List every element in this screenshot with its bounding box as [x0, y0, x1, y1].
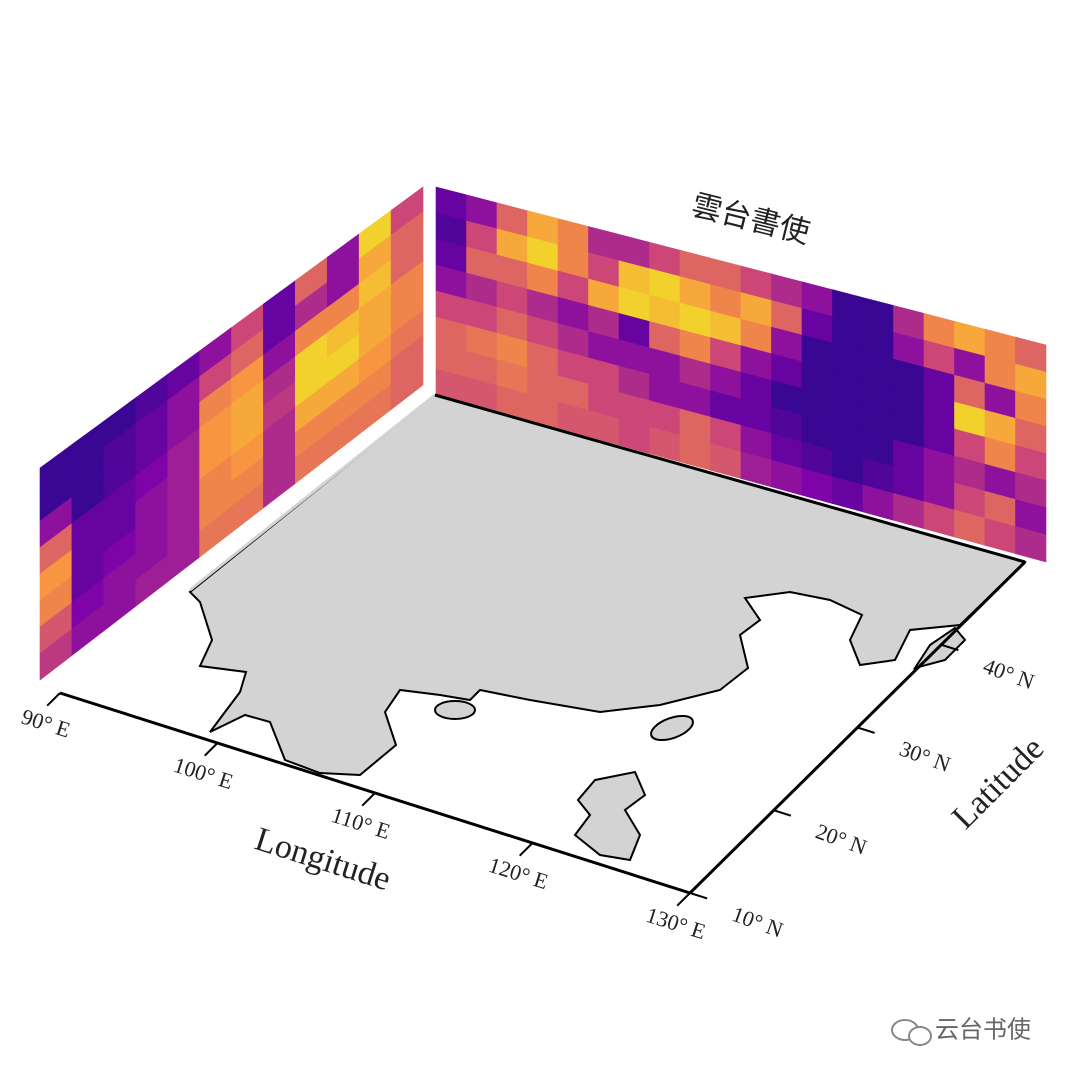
y-tick — [773, 809, 792, 817]
x-tick — [46, 692, 61, 707]
y-tick-label: 10° N — [729, 901, 787, 942]
y-tick — [689, 892, 708, 900]
y-tick — [940, 643, 959, 652]
heatmap-cell — [390, 359, 424, 411]
x-tick-label: 90° E — [18, 704, 73, 743]
island — [650, 714, 694, 742]
floor-edge — [434, 393, 1026, 564]
x-tick — [676, 892, 691, 907]
walls — [39, 186, 1047, 681]
watermark: 云台书使 — [935, 1017, 1031, 1044]
island — [573, 770, 647, 862]
y-tick-label: 30° N — [896, 736, 954, 777]
y-axis-label: Latitude — [945, 730, 1051, 836]
x-tick-label: 110° E — [329, 802, 394, 844]
x-tick — [203, 742, 219, 757]
y-tick — [857, 726, 875, 734]
x-tick — [361, 792, 376, 807]
y-tick-label: 40° N — [980, 653, 1038, 694]
x-tick-label: 130° E — [643, 902, 708, 944]
y-tick-label: 20° N — [813, 818, 871, 859]
heatmap-cell — [1015, 526, 1047, 563]
island — [434, 700, 476, 720]
watermark-group: 云台书使 — [891, 1017, 1031, 1046]
x-tick-label: 120° E — [486, 852, 551, 894]
watermark-icon — [908, 1026, 932, 1046]
x-tick-label: 100° E — [171, 752, 236, 794]
x-tick — [518, 842, 534, 857]
land — [188, 393, 1027, 777]
chart-title: 雲台書使 — [688, 189, 812, 250]
